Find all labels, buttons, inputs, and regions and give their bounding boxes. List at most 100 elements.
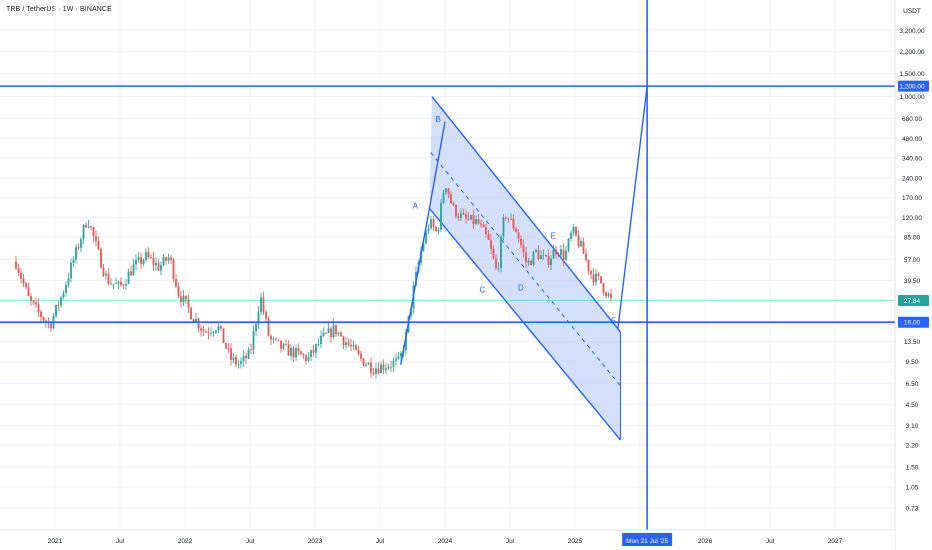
grid-layer	[0, 0, 895, 530]
candle-body	[305, 355, 307, 361]
candle-body	[135, 260, 137, 265]
candle-body	[65, 284, 67, 293]
candle-body	[55, 304, 57, 316]
candle-body	[37, 304, 40, 312]
candle-body	[377, 368, 380, 374]
candle-body	[335, 324, 337, 335]
wave-label-e: E	[551, 231, 556, 240]
candle-body	[472, 215, 475, 224]
drawings[interactable]: A B C D E F	[0, 0, 895, 530]
candle-body	[450, 194, 452, 204]
candle-body	[545, 255, 547, 256]
candle-body	[567, 238, 570, 251]
candle-body	[310, 350, 312, 358]
candle-body	[550, 258, 552, 266]
channel-drawing[interactable]	[428, 96, 622, 441]
candle-body	[447, 188, 450, 195]
candle-body	[110, 283, 112, 285]
candle-body	[80, 239, 82, 248]
candle-body	[242, 355, 245, 362]
candle-body	[345, 342, 347, 346]
candle-body	[382, 364, 385, 370]
price-tick-label: 1.05	[906, 485, 919, 492]
candle-body	[462, 213, 465, 215]
candle-body	[145, 252, 147, 261]
candle-body	[352, 345, 355, 347]
candle-body	[422, 243, 425, 251]
candle-body	[257, 311, 260, 325]
candle-body	[20, 272, 22, 279]
candle-body	[240, 361, 242, 365]
candle-body	[147, 252, 150, 258]
candle-body	[77, 246, 80, 248]
current-price-badge	[898, 294, 929, 306]
candle-body	[102, 267, 105, 276]
candle-body	[542, 255, 545, 256]
candle-body	[342, 336, 345, 346]
candle-body	[557, 254, 560, 256]
candle-body	[495, 258, 497, 268]
candle-body	[580, 241, 582, 247]
channel-fill[interactable]	[429, 96, 621, 441]
candle-body	[212, 332, 215, 334]
candle-body	[337, 332, 340, 335]
candle-body	[270, 335, 272, 340]
candle-body	[87, 226, 90, 228]
candle-body	[372, 372, 375, 375]
candle-body	[380, 364, 382, 374]
candle-body	[500, 236, 502, 268]
candle-body	[237, 364, 240, 365]
candle-body	[297, 348, 300, 352]
candle-body	[230, 348, 232, 360]
candle-body	[247, 349, 250, 359]
candle-body	[165, 257, 167, 261]
time-tick-label: Jul	[766, 538, 775, 545]
projection-line[interactable]	[617, 86, 648, 329]
candle-body	[605, 292, 607, 297]
price-tick-label: 9.50	[906, 359, 919, 366]
candle-body	[480, 223, 482, 225]
candle-body	[367, 362, 370, 365]
price-tick-label: 0.73	[906, 505, 919, 512]
channel-lower-line[interactable]	[428, 208, 622, 441]
candle-body	[282, 343, 285, 349]
currency-label: USDT	[903, 8, 921, 15]
candle-body	[502, 217, 505, 237]
candle-body	[197, 318, 200, 329]
wave-label-b: B	[435, 115, 440, 124]
candle-body	[332, 324, 335, 338]
candle-body	[222, 328, 225, 344]
candle-body	[142, 260, 145, 264]
candle-body	[57, 304, 60, 306]
channel-upper-line[interactable]	[431, 96, 622, 333]
candle-body	[107, 273, 110, 285]
candle-body	[432, 219, 435, 227]
candle-body	[455, 205, 457, 217]
price-tick-label: 2.20	[906, 443, 919, 450]
candle-body	[600, 276, 602, 284]
candle-body	[437, 229, 440, 232]
candle-body	[597, 273, 600, 277]
candle-body	[132, 264, 135, 276]
candle-body	[427, 228, 430, 231]
candle-body	[22, 278, 25, 284]
candle-body	[190, 307, 192, 320]
channel-median-line[interactable]	[430, 152, 621, 387]
candle-body	[387, 366, 390, 369]
candle-body	[220, 326, 222, 329]
level-badge-label: 1,200.00	[899, 84, 925, 91]
price-axis-panel[interactable]	[895, 0, 932, 550]
candle-body	[562, 249, 565, 260]
candle-body	[187, 299, 190, 308]
candle-body	[210, 333, 212, 334]
candle-body	[510, 218, 512, 220]
candle-body	[470, 215, 472, 220]
candle-body	[162, 257, 165, 266]
candle-body	[327, 328, 330, 334]
candle-body	[27, 287, 30, 297]
price-tick-label: 120.00	[902, 215, 922, 222]
impulse-wave-line[interactable]	[400, 121, 446, 365]
